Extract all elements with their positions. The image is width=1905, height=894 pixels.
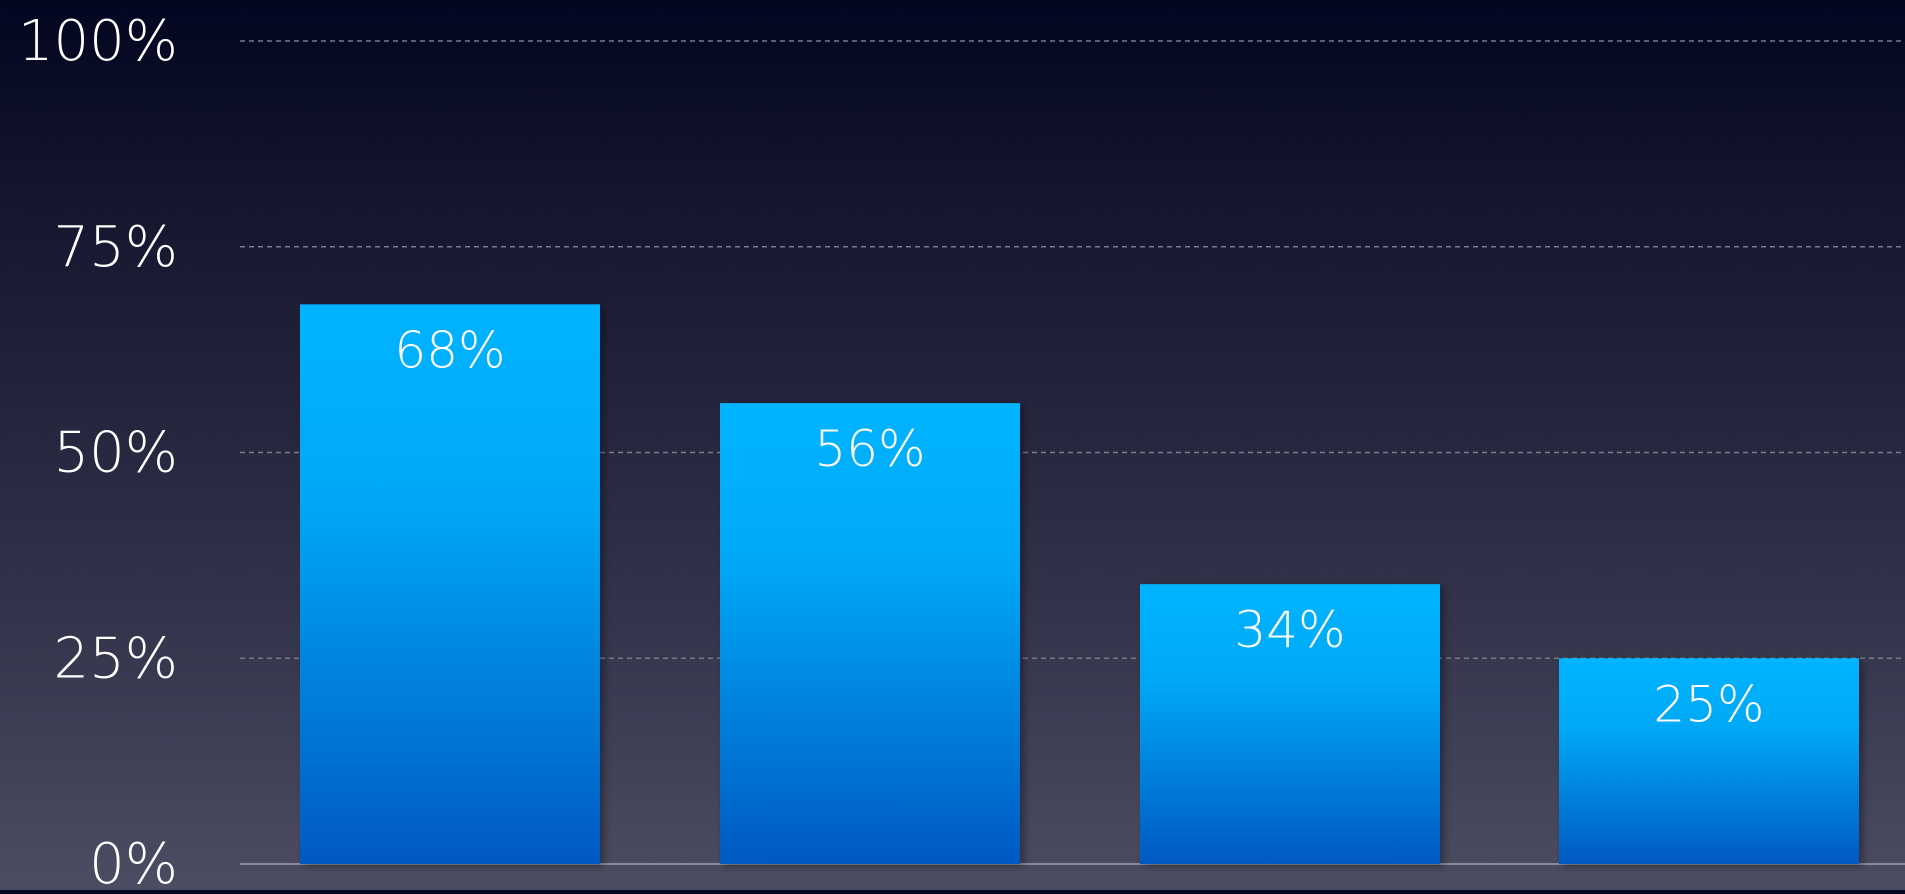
bar-value-label: 34%: [1234, 601, 1345, 659]
y-tick-label: 25%: [54, 626, 178, 691]
bar: [300, 304, 600, 864]
bar: [1559, 658, 1859, 864]
y-tick-label: 75%: [54, 215, 178, 280]
bar: [720, 403, 1020, 864]
y-tick-label: 100%: [18, 9, 178, 74]
bar: [1140, 584, 1440, 864]
bar-value-label: 68%: [394, 321, 505, 379]
bar-value-label: 25%: [1653, 675, 1764, 733]
data-labels: 68% 56% 34% 25%: [394, 321, 1764, 733]
bars: [300, 304, 1859, 864]
bar-value-label: 56%: [814, 420, 925, 478]
y-tick-label: 0%: [89, 832, 178, 890]
y-tick-label: 50%: [54, 421, 178, 486]
y-axis-ticks: 0% 25% 50% 75% 100%: [18, 9, 178, 894]
